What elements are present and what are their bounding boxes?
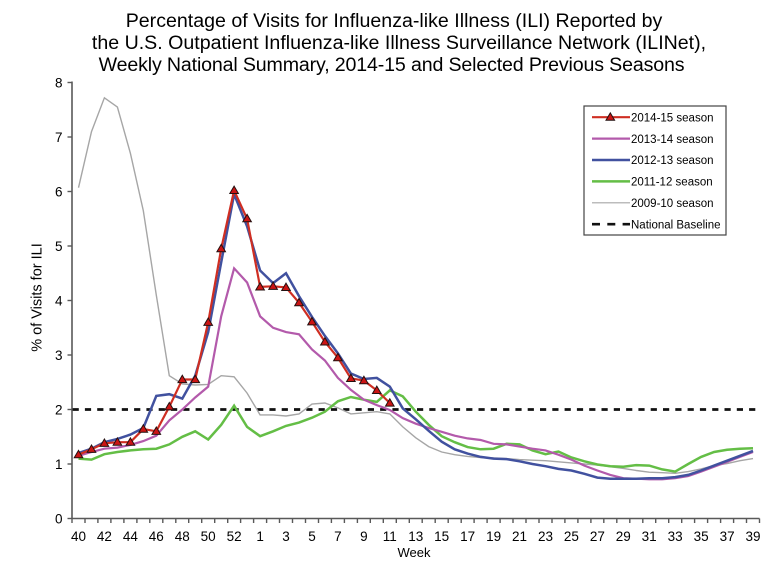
- svg-text:1: 1: [55, 457, 63, 472]
- svg-text:0: 0: [55, 511, 63, 526]
- svg-text:9: 9: [360, 529, 368, 544]
- svg-text:6: 6: [55, 184, 63, 199]
- svg-text:2011-12 season: 2011-12 season: [631, 177, 713, 189]
- svg-text:3: 3: [55, 348, 63, 363]
- svg-text:19: 19: [486, 529, 501, 544]
- svg-text:Weekly National Summary, 2014-: Weekly National Summary, 2014-15 and Sel…: [99, 54, 685, 76]
- svg-text:2014-15 season: 2014-15 season: [631, 112, 713, 124]
- svg-text:23: 23: [538, 529, 553, 544]
- svg-text:Week: Week: [398, 545, 431, 560]
- svg-text:50: 50: [201, 529, 216, 544]
- svg-text:Percentage of Visits for Influ: Percentage of Visits for Influenza-like …: [126, 10, 663, 32]
- svg-text:13: 13: [408, 529, 423, 544]
- svg-text:52: 52: [227, 529, 242, 544]
- svg-text:7: 7: [55, 130, 63, 145]
- svg-text:25: 25: [564, 529, 579, 544]
- svg-text:2013-14 season: 2013-14 season: [631, 134, 713, 146]
- svg-text:2012-13 season: 2012-13 season: [631, 155, 713, 167]
- svg-text:5: 5: [308, 529, 316, 544]
- svg-text:1: 1: [256, 529, 264, 544]
- svg-text:17: 17: [460, 529, 475, 544]
- svg-text:29: 29: [616, 529, 631, 544]
- svg-text:42: 42: [97, 529, 112, 544]
- svg-text:40: 40: [71, 529, 86, 544]
- svg-text:2: 2: [55, 402, 63, 417]
- svg-text:3: 3: [282, 529, 290, 544]
- svg-text:2009-10 season: 2009-10 season: [631, 198, 713, 210]
- svg-text:National Baseline: National Baseline: [631, 219, 721, 231]
- svg-text:39: 39: [745, 529, 760, 544]
- svg-text:7: 7: [334, 529, 342, 544]
- svg-text:35: 35: [694, 529, 709, 544]
- svg-text:21: 21: [512, 529, 527, 544]
- svg-text:5: 5: [55, 239, 63, 254]
- svg-text:46: 46: [149, 529, 164, 544]
- svg-text:31: 31: [642, 529, 657, 544]
- svg-text:the U.S. Outpatient Influenza-: the U.S. Outpatient Influenza-like Illne…: [92, 32, 706, 54]
- svg-text:11: 11: [383, 529, 397, 544]
- svg-text:44: 44: [123, 529, 139, 544]
- svg-text:48: 48: [175, 529, 190, 544]
- svg-text:37: 37: [720, 529, 735, 544]
- svg-text:8: 8: [55, 75, 63, 90]
- svg-text:27: 27: [590, 529, 605, 544]
- svg-text:4: 4: [55, 293, 63, 308]
- svg-text:33: 33: [668, 529, 683, 544]
- svg-text:% of Visits for ILI: % of Visits for ILI: [30, 243, 46, 352]
- svg-text:15: 15: [434, 529, 449, 544]
